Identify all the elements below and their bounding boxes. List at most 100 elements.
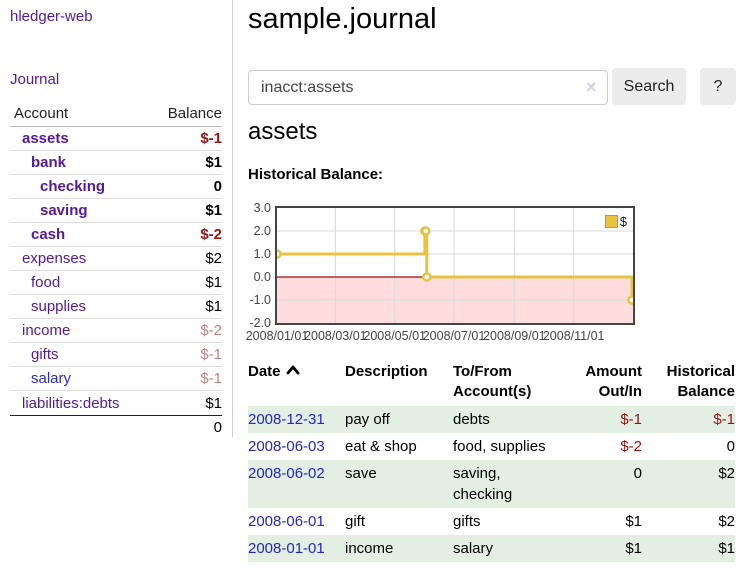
account-balance: $-1: [200, 130, 222, 147]
balance-column-header: Balance: [167, 105, 222, 122]
transaction-date-link[interactable]: 2008-06-02: [248, 465, 325, 482]
transaction-row: 2008-06-01 gift gifts $1 $2: [248, 508, 735, 535]
accounts-table-header: Account Balance: [10, 103, 222, 127]
transaction-description: eat & shop: [345, 438, 417, 455]
transaction-description: pay off: [345, 411, 390, 428]
app-brand-link[interactable]: hledger-web: [10, 8, 93, 25]
transaction-balance: $1: [718, 540, 735, 557]
page-title: sample.journal: [248, 3, 437, 35]
transaction-description: income: [345, 540, 394, 557]
sidebar-divider: [232, 0, 233, 437]
x-axis-tick-label: 2008/05/01: [363, 329, 426, 343]
transaction-amount: $1: [625, 513, 642, 530]
help-button[interactable]: ?: [700, 68, 736, 105]
account-link[interactable]: supplies: [31, 298, 87, 315]
y-axis-tick-label: 2.0: [253, 224, 271, 238]
account-link[interactable]: liabilities:debts: [22, 394, 120, 412]
account-balance: $1: [205, 298, 222, 315]
transaction-date-link[interactable]: 2008-06-03: [248, 438, 325, 455]
account-link[interactable]: bank: [31, 154, 67, 171]
transaction-accounts: food, supplies: [453, 438, 546, 455]
account-link[interactable]: assets: [22, 130, 69, 147]
accounts-header: To/From Account(s): [453, 363, 532, 400]
transaction-balance: 0: [726, 438, 735, 455]
transaction-description: save: [345, 465, 377, 482]
transaction-row: 2008-06-02 save saving, checking 0 $2: [248, 460, 735, 508]
amount-header: Amount Out/In: [585, 363, 642, 400]
account-link[interactable]: expenses: [22, 250, 87, 267]
transaction-date-link[interactable]: 2008-01-01: [248, 540, 325, 557]
transaction-description: gift: [345, 513, 366, 530]
x-axis-tick-label: 2008/11/01: [542, 329, 605, 343]
account-balance: $1: [205, 274, 222, 291]
account-link[interactable]: cash: [31, 226, 66, 243]
chart-legend: $: [603, 213, 628, 230]
account-link[interactable]: checking: [40, 178, 106, 195]
accounts-panel: Account Balance assets $-1 bank $1 check…: [10, 103, 222, 439]
transaction-row: 2008-01-01 income salary $1 $1: [248, 535, 735, 562]
series-swatch-icon: [604, 215, 618, 228]
y-axis-tick-label: 3.0: [253, 201, 271, 215]
account-column-header: Account: [14, 105, 69, 122]
account-row-liabilities-debts: liabilities:debts $1: [10, 391, 222, 415]
transaction-accounts: gifts: [453, 513, 481, 530]
x-axis-tick-label: 2008/01/01: [245, 329, 309, 343]
sort-ascending-icon: [286, 365, 299, 375]
account-balance: $-1: [200, 370, 222, 387]
account-row-bank: bank $1: [10, 151, 222, 175]
account-row-cash: cash $-2: [10, 223, 222, 247]
register-header-row: Date Description To/From Account(s) Amou…: [248, 362, 735, 406]
transaction-balance: $-1: [713, 411, 735, 428]
account-row-income: income $-2: [10, 319, 222, 343]
account-row-gifts: gifts $-1: [10, 343, 222, 367]
accounts-total-row: 0: [10, 415, 222, 439]
register-table: Date Description To/From Account(s) Amou…: [248, 362, 735, 562]
clear-search-icon[interactable]: ×: [586, 77, 597, 97]
account-balance: $1: [205, 154, 222, 171]
series-label: $: [619, 214, 627, 229]
x-axis-tick-label: 2008/03/01: [304, 329, 367, 343]
accounts-total-value: 0: [213, 419, 222, 436]
transaction-accounts: saving, checking: [453, 465, 513, 503]
date-header-label: Date: [248, 363, 281, 380]
y-axis-tick-label: -2.0: [249, 316, 271, 330]
accounts-rows: assets $-1 bank $1 checking 0 saving $1 …: [10, 127, 222, 415]
sidebar-item-journal[interactable]: Journal: [10, 71, 60, 88]
transaction-amount: $1: [625, 540, 642, 557]
account-row-assets: assets $-1: [10, 127, 222, 151]
account-link[interactable]: food: [31, 274, 61, 291]
transaction-balance: $2: [718, 465, 735, 482]
x-axis-tick-label: 2008/07/01: [422, 329, 486, 343]
sort-by-date-header[interactable]: Date: [248, 362, 345, 406]
account-balance: $1: [205, 394, 222, 412]
account-balance: $-1: [200, 346, 222, 363]
account-link[interactable]: salary: [31, 370, 72, 387]
x-axis-tick-label: 2008/09/01: [483, 329, 546, 343]
account-heading: assets: [248, 118, 318, 145]
transaction-accounts: debts: [453, 411, 490, 428]
search-button[interactable]: Search: [612, 68, 686, 105]
account-link[interactable]: saving: [40, 202, 88, 219]
search-input[interactable]: [248, 70, 608, 105]
account-balance: $2: [205, 250, 222, 267]
account-balance: 0: [213, 178, 222, 195]
transaction-amount: 0: [633, 465, 642, 482]
y-axis-tick-label: 1.0: [253, 247, 271, 261]
transaction-date-link[interactable]: 2008-06-01: [248, 513, 325, 530]
account-link[interactable]: income: [22, 322, 71, 339]
transaction-row: 2008-12-31 pay off debts $-1 $-1: [248, 406, 735, 433]
account-row-saving: saving $1: [10, 199, 222, 223]
account-row-checking: checking 0: [10, 175, 222, 199]
chart-canvas: [277, 208, 633, 323]
description-header: Description: [345, 363, 428, 380]
y-axis-tick-label: -1.0: [249, 293, 271, 307]
historical-balance-chart: $ 3.0 2.0 1.0 0.0 -1.0 -2.0 2008/01/01 2008/03/…: [245, 201, 642, 344]
account-balance: $-2: [200, 226, 222, 243]
transaction-amount: $-1: [620, 411, 642, 428]
transaction-date-link[interactable]: 2008-12-31: [248, 411, 325, 428]
account-row-expenses: expenses $2: [10, 247, 222, 271]
account-row-supplies: supplies $1: [10, 295, 222, 319]
transaction-accounts: salary: [453, 540, 494, 557]
account-link[interactable]: gifts: [31, 346, 59, 363]
balance-header: Historical Balance: [666, 363, 735, 400]
